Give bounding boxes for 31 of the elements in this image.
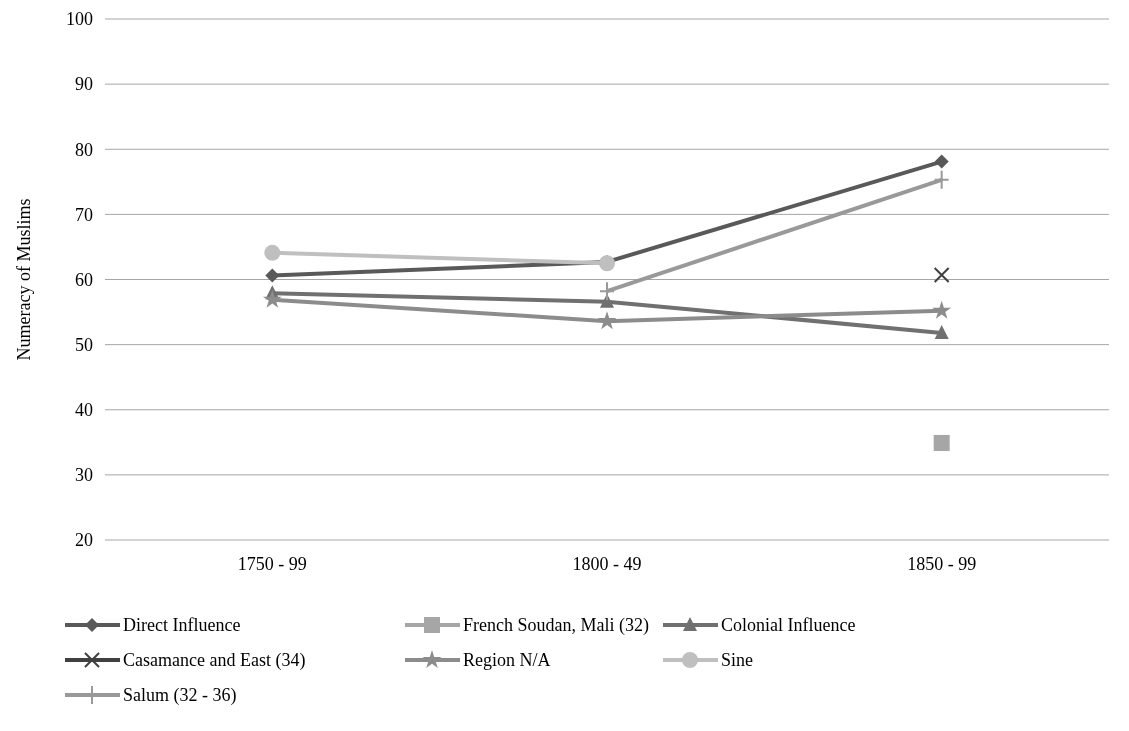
y-tick-label: 80 — [75, 139, 93, 160]
point — [599, 281, 615, 302]
x-tick-label: 1800 - 49 — [572, 554, 642, 574]
legend-label: French Soudan, Mali (32) — [463, 615, 649, 637]
y-tick-label: 50 — [75, 334, 93, 355]
x-tick-label: 1750 - 99 — [237, 554, 307, 574]
point — [262, 289, 282, 308]
point — [933, 434, 950, 451]
legend-label: Casamance and East (34) — [123, 650, 306, 672]
legend-label: Colonial Influence — [721, 615, 856, 636]
y-tick-label: 20 — [75, 530, 93, 551]
point — [597, 311, 617, 330]
y-tick-label: 30 — [75, 465, 93, 486]
legend-label: Region N/A — [463, 650, 551, 671]
x-tick-label: 1850 - 99 — [907, 554, 977, 574]
point — [932, 300, 952, 319]
point — [933, 266, 950, 283]
point — [934, 154, 949, 169]
point — [265, 268, 280, 283]
legend-label: Salum (32 - 36) — [123, 685, 237, 707]
point — [264, 244, 281, 261]
y-tick-label: 70 — [75, 204, 93, 225]
legend-label: Direct Influence — [123, 615, 241, 636]
y-tick-label: 60 — [75, 269, 93, 290]
point — [933, 169, 950, 190]
legend-label: Sine — [721, 650, 754, 671]
y-tick-label: 40 — [75, 400, 93, 421]
y-axis-title: Numeracy of Muslims — [14, 198, 34, 361]
y-tick-label: 100 — [66, 9, 93, 30]
y-tick-label: 90 — [75, 74, 93, 95]
point — [934, 324, 949, 339]
